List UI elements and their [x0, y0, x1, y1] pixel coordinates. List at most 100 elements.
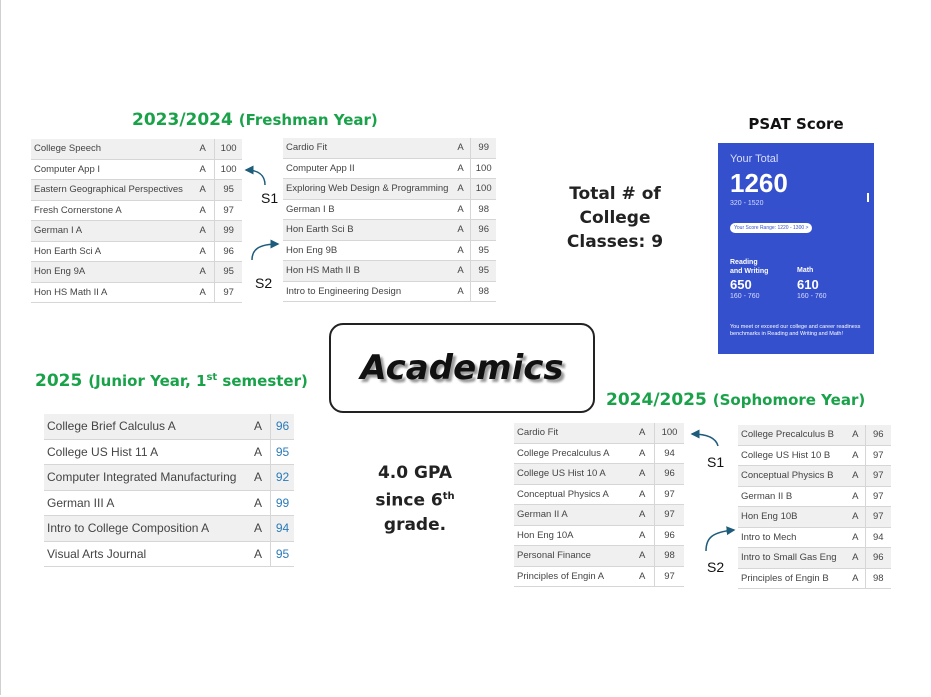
- freshman-arrows: [244, 165, 280, 261]
- scroll-indicator: [867, 193, 869, 202]
- course-row: College US Hist 10 A A 96: [514, 463, 684, 485]
- course-grade: A: [191, 282, 215, 303]
- course-score: 97: [654, 504, 684, 526]
- course-row: College Brief Calculus A A 96: [44, 414, 294, 440]
- junior-heading-label-post: semester): [217, 372, 308, 390]
- course-name: College Precalculus B: [738, 425, 846, 446]
- psat-total-score: 1260: [730, 168, 788, 198]
- course-grade: A: [450, 281, 471, 302]
- psat-rw-range: 160 - 760: [730, 293, 760, 300]
- junior-table: College Brief Calculus A A 96 College US Hi…: [44, 414, 294, 567]
- sophomore-heading-years: 2024/2025: [606, 390, 707, 410]
- course-score: 98: [470, 281, 496, 302]
- course-score: 100: [470, 178, 496, 200]
- course-row: German I B A 98: [283, 199, 496, 220]
- course-grade: A: [450, 138, 471, 159]
- freshman-heading-label: (Freshman Year): [238, 111, 378, 129]
- psat-rw-score: 650: [730, 277, 752, 292]
- course-name: Intro to Small Gas Eng: [738, 547, 846, 569]
- s1-arrow: [244, 165, 266, 186]
- course-grade: A: [245, 490, 271, 516]
- sophomore-s2-table: College Precalculus B A 96 College US Hist …: [738, 425, 891, 589]
- course-score: 97: [864, 506, 891, 528]
- gpa-line2-sup: th: [442, 491, 455, 502]
- gpa-line1: 4.0 GPA: [377, 463, 453, 483]
- course-grade: A: [450, 199, 471, 220]
- course-name: Principles of Engin B: [738, 568, 846, 589]
- junior-heading: 2025 (Junior Year, 1st semester): [35, 371, 308, 391]
- course-grade: A: [845, 425, 866, 446]
- course-name: Conceptual Physics B: [738, 465, 846, 487]
- course-score: 100: [214, 159, 242, 180]
- course-score: 96: [864, 425, 891, 446]
- course-name: Hon Earth Sci A: [31, 241, 192, 262]
- sophomore-s1-label: S1: [707, 454, 725, 470]
- course-row: Intro to Mech A 94: [738, 527, 891, 548]
- course-name: Intro to Engineering Design: [283, 281, 451, 302]
- course-score: 97: [864, 445, 891, 466]
- course-row: Hon HS Math II B A 95: [283, 260, 496, 282]
- course-grade: A: [845, 465, 866, 487]
- psat-title: PSAT Score: [748, 115, 844, 133]
- course-name: College US Hist 11 A: [44, 439, 246, 465]
- college-classes-text: Total # of College Classes: 9: [556, 182, 674, 254]
- course-score: 95: [214, 261, 242, 283]
- course-grade: A: [845, 568, 866, 589]
- course-grade: A: [191, 220, 215, 242]
- course-grade: A: [191, 139, 215, 160]
- sophomore-s1-table: Cardio Fit A 100 College Precalculus A A 94 Co…: [514, 423, 684, 587]
- psat-math-score: 610: [797, 277, 819, 292]
- course-row: College Speech A 100: [31, 139, 242, 160]
- psat-score-range-button[interactable]: Your Score Range: 1220 - 1300 >: [730, 223, 813, 233]
- course-score: 95: [270, 439, 294, 465]
- course-grade: A: [245, 464, 271, 491]
- college-classes-line2: College: [579, 208, 651, 228]
- course-score: 97: [654, 566, 684, 587]
- course-row: Hon Eng 10B A 97: [738, 506, 891, 528]
- course-name: Computer Integrated Manufacturing: [44, 464, 246, 491]
- course-grade: A: [450, 260, 471, 282]
- course-name: Cardio Fit: [514, 423, 631, 444]
- course-grade: A: [450, 219, 471, 241]
- s2-arrow: [251, 239, 280, 261]
- psat-math-range: 160 - 760: [797, 293, 827, 300]
- course-name: College Speech: [31, 139, 192, 160]
- course-score: 97: [654, 484, 684, 505]
- course-row: Conceptual Physics B A 97: [738, 465, 891, 487]
- course-name: College Precalculus A: [514, 443, 631, 464]
- junior-heading-label-pre: (Junior Year, 1: [88, 372, 207, 390]
- course-grade: A: [630, 525, 655, 546]
- psat-rw-label: Reading and Writing: [730, 258, 768, 276]
- course-score: 98: [654, 545, 684, 567]
- course-grade: A: [245, 515, 271, 542]
- course-name: Hon Eng 10B: [738, 506, 846, 528]
- course-grade: A: [630, 463, 655, 485]
- course-grade: A: [450, 240, 471, 261]
- course-name: Hon Eng 10A: [514, 525, 631, 546]
- course-score: 96: [654, 525, 684, 546]
- course-name: German II A: [514, 504, 631, 526]
- course-row: Exploring Web Design & Programming A 100: [283, 178, 496, 200]
- sophomore-s2-label: S2: [707, 559, 725, 575]
- course-row: College Precalculus A A 94: [514, 443, 684, 464]
- course-row: Principles of Engin A A 97: [514, 566, 684, 587]
- course-grade: A: [245, 439, 271, 465]
- gpa-text: 4.0 GPA since 6th grade.: [362, 461, 468, 537]
- course-name: German I B: [283, 199, 451, 220]
- course-row: Visual Arts Journal A 95: [44, 541, 294, 567]
- course-name: Conceptual Physics A: [514, 484, 631, 505]
- course-name: Hon HS Math II B: [283, 260, 451, 282]
- course-name: Hon HS Math II A: [31, 282, 192, 303]
- course-score: 94: [864, 527, 891, 548]
- course-row: Hon Eng 9B A 95: [283, 240, 496, 261]
- gpa-line3: grade.: [383, 514, 447, 535]
- course-name: Computer App I: [31, 159, 192, 180]
- course-score: 96: [470, 219, 496, 241]
- course-row: College US Hist 10 B A 97: [738, 445, 891, 466]
- course-row: Hon Eng 10A A 96: [514, 525, 684, 546]
- psat-benchmark-text: You meet or exceed our college and caree…: [730, 324, 861, 337]
- course-row: Cardio Fit A 100: [514, 423, 684, 444]
- course-grade: A: [630, 566, 655, 587]
- course-grade: A: [191, 241, 215, 262]
- course-grade: A: [845, 506, 866, 528]
